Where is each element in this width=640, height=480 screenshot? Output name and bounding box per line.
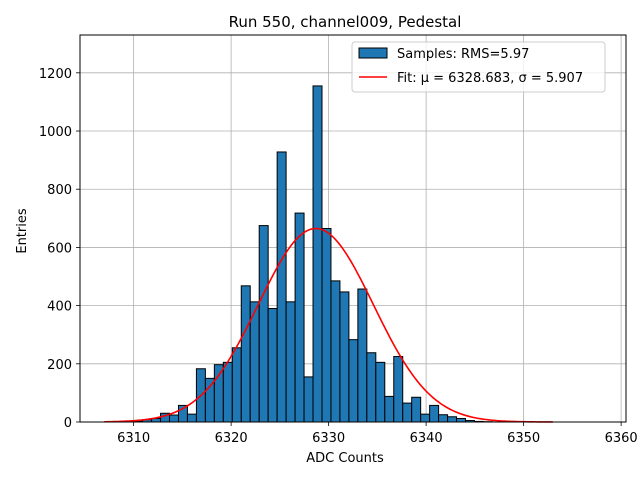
y-tick-label: 200 <box>47 358 72 373</box>
histogram-bar <box>267 308 278 423</box>
y-tick-label: 800 <box>47 183 72 198</box>
plot-frame <box>79 34 627 423</box>
histogram-bar <box>321 228 332 423</box>
histogram-bar <box>312 85 323 423</box>
histogram-bar <box>249 301 260 423</box>
chart-title: Run 550, channel009, Pedestal <box>229 13 462 31</box>
x-tick-label: 6340 <box>410 431 443 446</box>
histogram-bar <box>204 377 215 423</box>
histogram-bar <box>402 402 413 423</box>
x-tick-label: 6350 <box>507 431 540 446</box>
histogram-bar <box>429 404 440 423</box>
histogram-bar <box>357 288 368 423</box>
legend-histogram-patch <box>358 47 388 59</box>
histogram-bar <box>420 413 431 423</box>
x-axis-ticks: 6310 6320 6330 6340 6350 6360 <box>117 422 638 446</box>
histogram-bar <box>276 151 287 423</box>
histogram-bar <box>411 396 422 423</box>
histogram-bar <box>222 361 233 423</box>
histogram-bar <box>240 285 251 423</box>
histogram-bar <box>393 356 404 423</box>
histogram-bar <box>303 376 314 423</box>
x-tick-label: 6320 <box>215 431 248 446</box>
histogram-bar <box>366 352 377 423</box>
histogram-bar <box>339 291 350 423</box>
histogram-bar <box>447 416 458 423</box>
y-tick-label: 400 <box>47 300 72 315</box>
histogram-bars <box>133 85 493 423</box>
legend-histogram-label: Samples: RMS=5.97 <box>397 47 529 62</box>
legend: Samples: RMS=5.97 Fit: μ = 6328.683, σ =… <box>351 41 606 93</box>
histogram-bar <box>186 413 197 423</box>
histogram-bar <box>294 212 305 423</box>
histogram-bar <box>456 418 467 423</box>
histogram-bar <box>169 414 179 423</box>
x-tick-label: 6360 <box>605 431 638 446</box>
legend-box <box>351 41 606 93</box>
histogram-bar <box>285 301 296 423</box>
histogram-bar <box>348 339 359 423</box>
x-tick-label: 6330 <box>312 431 345 446</box>
y-tick-label: 1200 <box>39 67 72 82</box>
fit-curve <box>104 227 553 423</box>
x-tick-label: 6310 <box>117 431 150 446</box>
y-tick-label: 1000 <box>39 125 72 140</box>
histogram-bar <box>330 280 341 423</box>
histogram-bar <box>375 361 386 423</box>
y-axis-label: Entries <box>15 208 30 254</box>
histogram-bar <box>231 347 242 423</box>
histogram-bar <box>384 395 395 423</box>
histogram-bar <box>258 225 269 423</box>
histogram-bar <box>213 364 224 423</box>
x-axis-label: ADC Counts <box>306 451 384 466</box>
y-tick-label: 0 <box>64 416 72 431</box>
y-tick-label: 600 <box>47 241 72 256</box>
histogram-bar <box>438 414 449 423</box>
y-axis-ticks: 0 200 400 600 800 1000 1200 <box>39 67 80 431</box>
legend-fit-label: Fit: μ = 6328.683, σ = 5.907 <box>397 71 583 86</box>
